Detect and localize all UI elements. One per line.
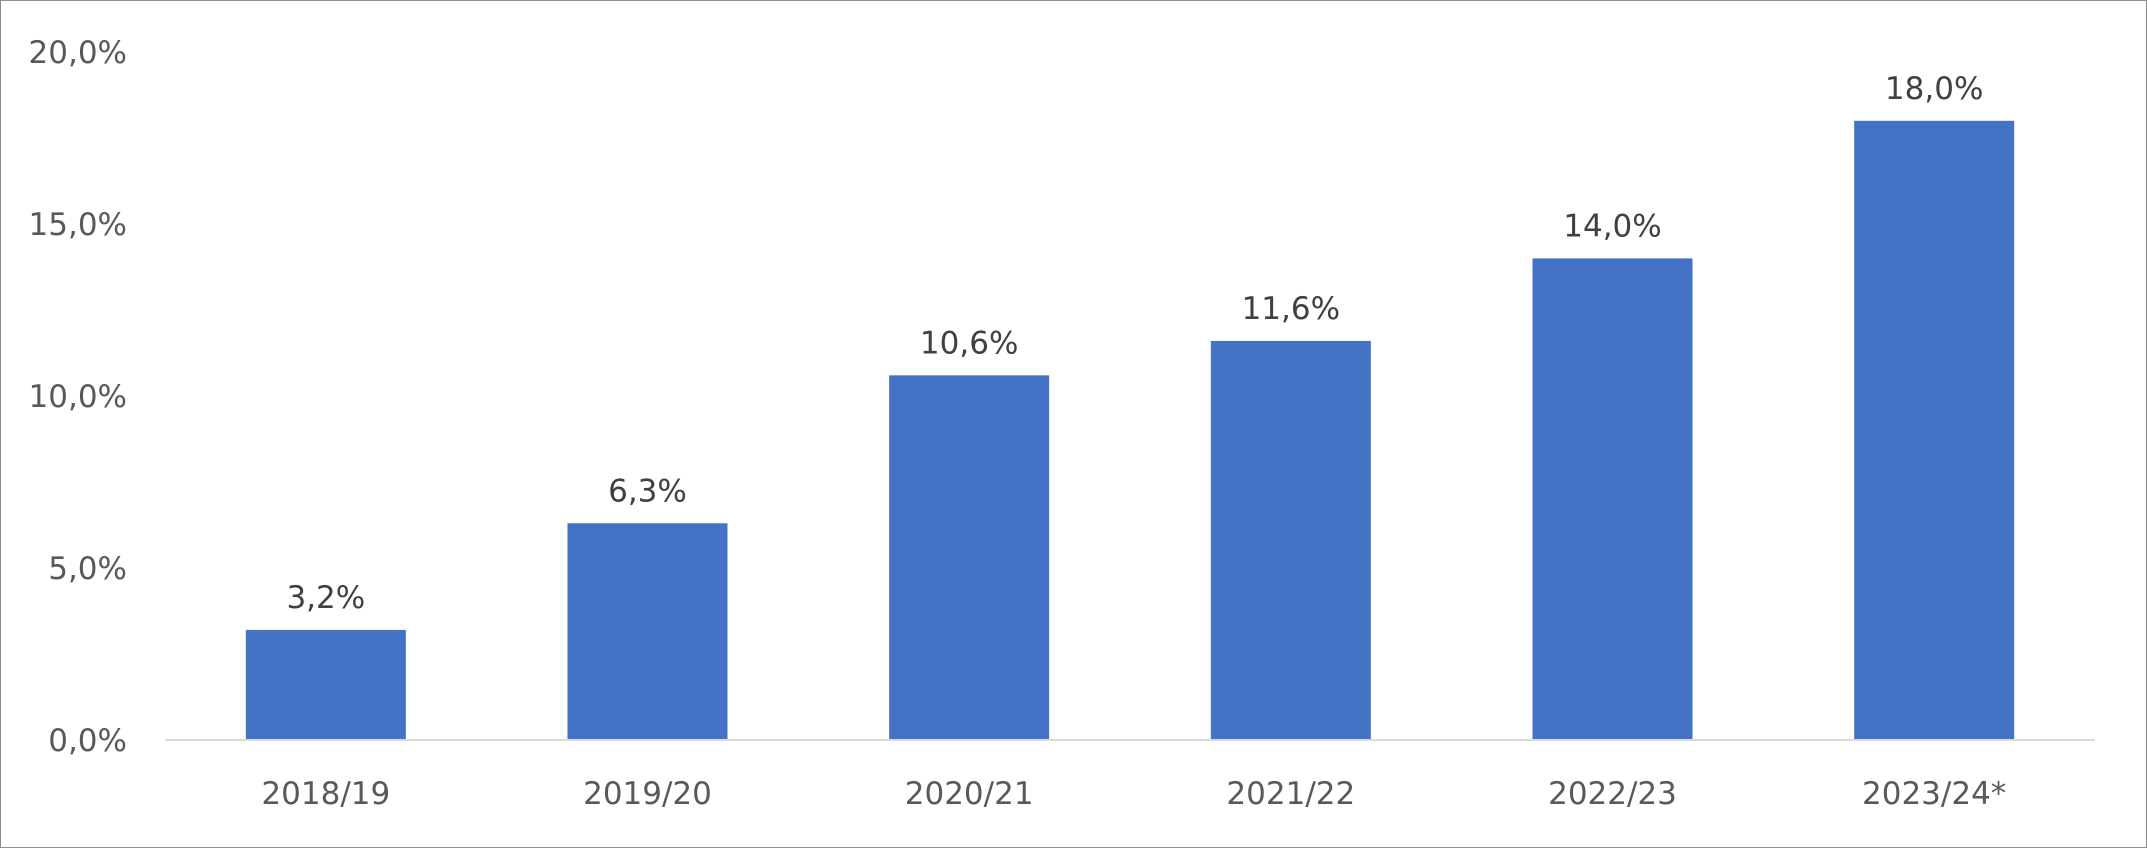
- data-label: 11,6%: [1242, 291, 1340, 327]
- x-tick-label: 2019/20: [583, 776, 712, 812]
- y-tick-label: 10,0%: [29, 379, 127, 415]
- y-axis-tick-labels: 0,0% 5,0% 10,0% 15,0% 20,0%: [29, 35, 127, 759]
- y-tick-label: 0,0%: [48, 723, 127, 759]
- bar-2018-19: [245, 629, 406, 740]
- data-label: 3,2%: [286, 580, 365, 616]
- y-tick-label: 15,0%: [29, 207, 127, 243]
- x-axis-tick-labels: 2018/19 2019/20 2020/21 2021/22 2022/23 2023/…: [261, 776, 2006, 812]
- x-tick-label: 2021/22: [1226, 776, 1355, 812]
- bars: [245, 120, 2015, 741]
- data-label: 18,0%: [1885, 71, 1983, 107]
- y-tick-label: 5,0%: [48, 551, 127, 587]
- x-tick-label: 2020/21: [905, 776, 1034, 812]
- data-label: 10,6%: [920, 325, 1018, 361]
- bar-2021-22: [1210, 340, 1371, 740]
- x-tick-label: 2018/19: [261, 776, 390, 812]
- bar-2020-21: [889, 375, 1050, 740]
- bar-2022-23: [1532, 258, 1693, 740]
- bar-2023-24: [1854, 120, 2015, 741]
- y-tick-label: 20,0%: [29, 35, 127, 71]
- bar-2019-20: [567, 523, 728, 740]
- x-tick-label: 2022/23: [1548, 776, 1677, 812]
- data-label: 14,0%: [1563, 208, 1661, 244]
- x-tick-label: 2023/24*: [1862, 776, 2006, 812]
- data-label: 6,3%: [608, 473, 687, 509]
- data-labels: 3,2% 6,3% 10,6% 11,6% 14,0% 18,0%: [286, 71, 1983, 616]
